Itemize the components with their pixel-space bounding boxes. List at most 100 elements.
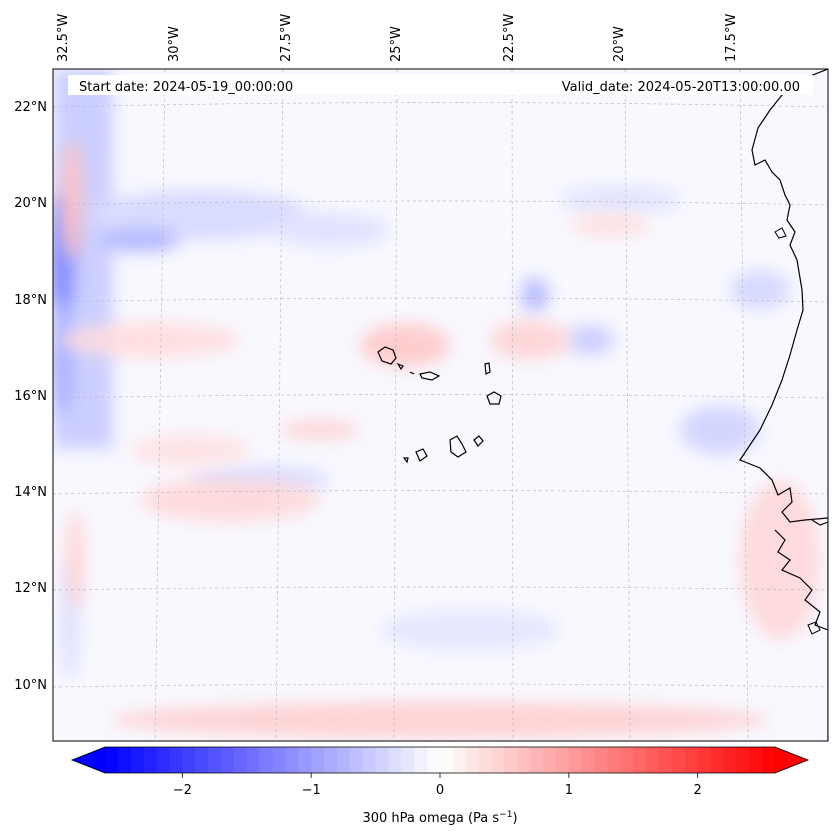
- omega-positive-region: [60, 322, 240, 358]
- colorbar-ticks: −2 −1 0 1 2: [173, 773, 702, 798]
- omega-negative-region: [270, 212, 390, 248]
- colorbar-swatch: [246, 747, 261, 773]
- bissagos-islands: [807, 621, 821, 635]
- lat-label: 18°N: [14, 293, 47, 308]
- map-panel: Start date: 2024-05-19_00:00:00 Valid_da…: [52, 68, 829, 742]
- colorbar-swatch: [478, 747, 493, 773]
- island-sao-vicente: [396, 362, 404, 371]
- island-santa-luzia: [409, 371, 415, 375]
- colorbar-outline: [70, 746, 810, 774]
- lat-label: 22°N: [14, 100, 47, 115]
- longitude-labels: 32.5°W 30°W 27.5°W 25°W 22.5°W 20°W 17.5…: [56, 14, 739, 62]
- header-strip: [68, 75, 813, 95]
- colorbar-swatch: [143, 747, 158, 773]
- latitude-labels: 22°N 20°N 18°N 16°N 14°N 12°N 10°N: [14, 100, 47, 693]
- colorbar-swatch: [375, 747, 390, 773]
- colorbar-swatch: [491, 747, 506, 773]
- colorbar-swatch: [736, 747, 750, 773]
- africa-coastline: [739, 69, 828, 741]
- lat-label: 16°N: [14, 389, 47, 404]
- colorbar-swatches: [105, 747, 776, 773]
- island-brava: [402, 457, 409, 464]
- lon-label: 27.5°W: [279, 14, 294, 62]
- colorbar-swatch: [362, 747, 377, 773]
- colorbar-swatch: [749, 747, 763, 773]
- colorbar-swatch: [272, 747, 286, 773]
- map-frame: [52, 68, 829, 742]
- colorbar-tick-label: 2: [694, 783, 702, 798]
- colorbar-tick-label: −2: [173, 783, 192, 798]
- colorbar-swatch: [117, 747, 132, 773]
- omega-positive-region: [280, 420, 360, 440]
- colorbar-swatch: [555, 747, 570, 773]
- colorbar-extend-max: [775, 747, 808, 773]
- omega-positive-region: [740, 480, 820, 640]
- colorbar-label: 300 hPa omega (Pa s−1): [362, 810, 517, 826]
- colorbar-swatch: [169, 747, 183, 773]
- colorbar-label-exponent: −1: [499, 810, 512, 820]
- colorbar-swatch: [349, 747, 364, 773]
- colorbar-swatch: [710, 747, 725, 773]
- coast-detail: [811, 519, 828, 526]
- colorbar-tick-label: 1: [565, 783, 573, 798]
- colorbar-swatch: [324, 747, 338, 773]
- colorbar-tick-label: 0: [436, 783, 444, 798]
- colorbar-swatch: [130, 747, 145, 773]
- colorbar-swatch: [414, 747, 428, 773]
- island-boa-vista: [486, 391, 502, 405]
- colorbar-swatch: [311, 747, 325, 773]
- colorbar-swatch: [568, 747, 583, 773]
- colorbar-swatch: [671, 747, 686, 773]
- omega-negative-region: [560, 186, 680, 214]
- omega-negative-region: [521, 277, 549, 313]
- lat-label: 14°N: [14, 485, 47, 500]
- island-santo-antao: [377, 346, 397, 365]
- colorbar-swatch: [659, 747, 673, 773]
- colorbar-swatch: [607, 747, 621, 773]
- lon-label: 22.5°W: [502, 14, 517, 62]
- colorbar-swatch: [259, 747, 274, 773]
- omega-positive-region: [65, 510, 85, 610]
- colorbar-swatch: [530, 747, 544, 773]
- colorbar-swatch: [336, 747, 351, 773]
- omega-positive-region: [490, 320, 570, 360]
- colorbar-label-end: ): [512, 811, 517, 826]
- colorbar-swatch: [452, 747, 467, 773]
- colorbar-label-main: 300 hPa omega (Pa s: [362, 811, 499, 826]
- valid-date-label: Valid_date: 2024-05-20T13:00:00.00: [562, 80, 800, 95]
- omega-negative-region: [380, 610, 560, 650]
- island-fogo: [415, 448, 428, 462]
- colorbar-swatch: [156, 747, 171, 773]
- omega-positive-region: [130, 434, 250, 466]
- colorbar-swatch: [388, 747, 402, 773]
- colorbar-swatch: [440, 747, 454, 773]
- colorbar: −2 −1 0 1 2 300 hPa omega (Pa s−1): [70, 746, 810, 826]
- omega-negative-region: [680, 405, 760, 455]
- omega-positive-region: [110, 702, 770, 738]
- colorbar-swatch: [465, 747, 480, 773]
- omega-positive-region: [60, 140, 84, 260]
- colorbar-swatch: [298, 747, 312, 773]
- omega-negative-region: [53, 300, 74, 420]
- colorbar-swatch: [427, 747, 441, 773]
- colorbar-swatch: [401, 747, 415, 773]
- lon-label: 32.5°W: [56, 14, 71, 62]
- start-date-label: Start date: 2024-05-19_00:00:00: [79, 80, 293, 95]
- colorbar-swatch: [646, 747, 660, 773]
- lon-label: 17.5°W: [724, 14, 739, 62]
- lon-label: 25°W: [389, 26, 404, 62]
- colorbar-swatch: [684, 747, 699, 773]
- omega-negative-region: [730, 270, 790, 310]
- island-sal: [484, 362, 491, 375]
- colorbar-swatch: [697, 747, 712, 773]
- island-maio: [473, 435, 484, 447]
- omega-positive-region: [360, 323, 450, 367]
- colorbar-extend-min: [72, 747, 105, 773]
- lat-label: 12°N: [14, 581, 47, 596]
- colorbar-swatch: [594, 747, 609, 773]
- colorbar-swatch: [105, 747, 119, 773]
- omega-negative-region: [90, 190, 310, 240]
- lon-label: 20°W: [612, 26, 627, 62]
- colorbar-swatch: [504, 747, 518, 773]
- colorbar-swatch: [762, 747, 776, 773]
